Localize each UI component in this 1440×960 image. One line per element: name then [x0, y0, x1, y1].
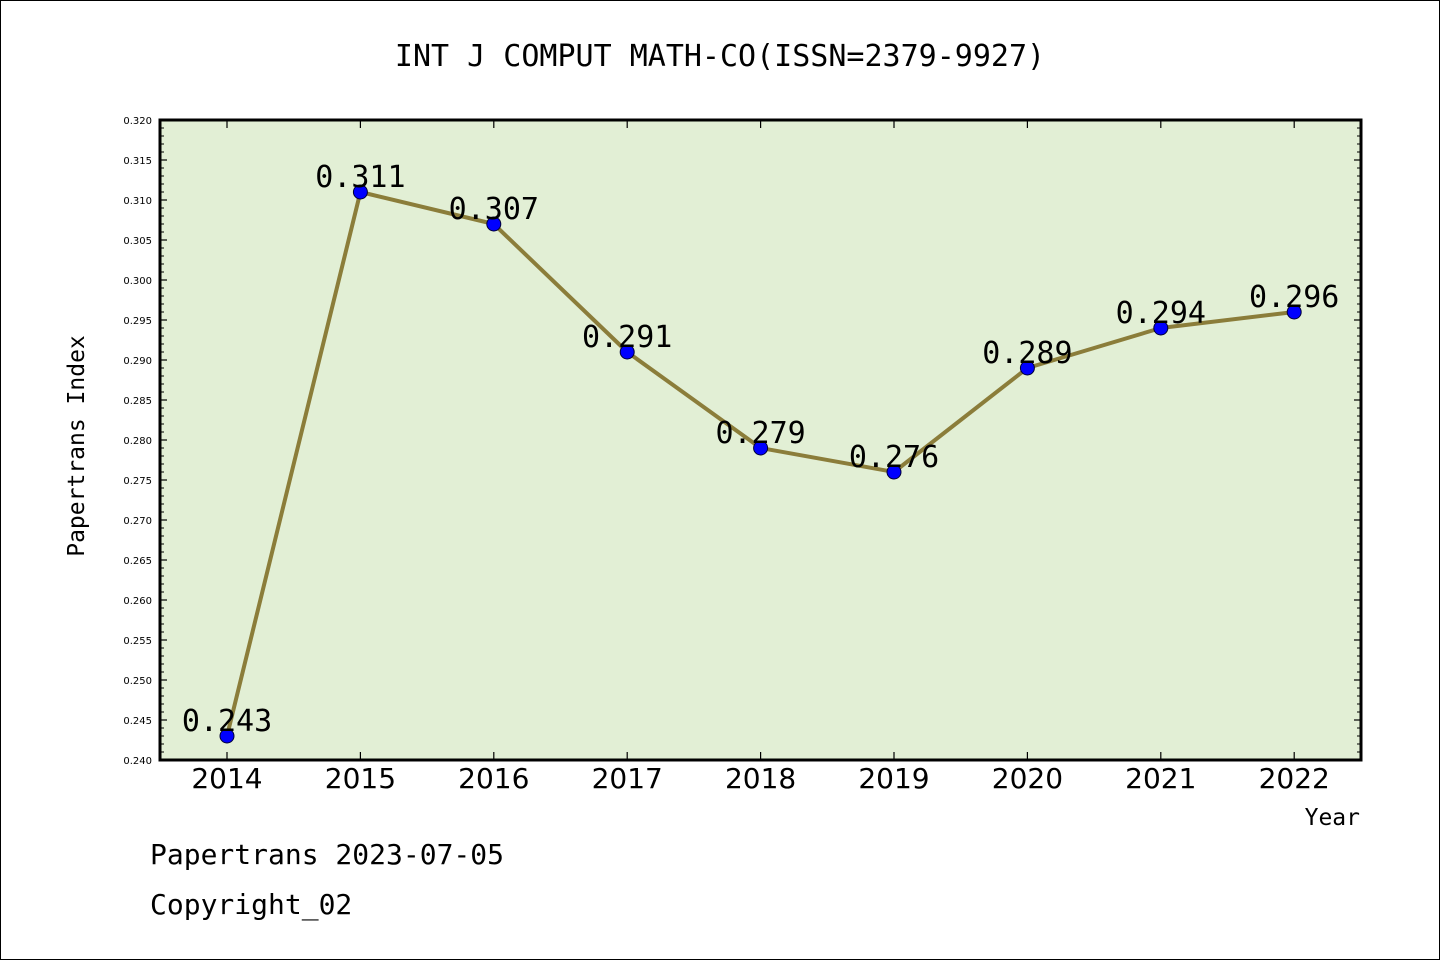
x-tick-label: 2020	[992, 762, 1063, 795]
x-tick-label: 2017	[592, 762, 663, 795]
data-point	[486, 216, 502, 232]
y-tick-label: 0.265	[123, 556, 152, 567]
data-point	[1019, 360, 1035, 376]
y-tick-label: 0.245	[123, 716, 152, 727]
y-tick-label: 0.285	[123, 396, 152, 407]
y-tick-label: 0.275	[123, 476, 152, 487]
data-point	[886, 464, 902, 480]
data-label: 0.243	[182, 704, 272, 739]
y-tick-label: 0.295	[123, 316, 152, 327]
data-label: 0.279	[715, 416, 805, 451]
data-point	[219, 728, 235, 744]
y-tick-label: 0.270	[123, 516, 152, 527]
y-tick-label: 0.300	[123, 276, 152, 287]
data-labels: 0.243 0.311 0.307 0.291 0.279 0.276 0.289 0.294…	[182, 160, 1340, 739]
y-tick-label: 0.260	[123, 596, 152, 607]
x-tick-label: 2015	[325, 762, 396, 795]
data-label: 0.296	[1249, 280, 1339, 315]
x-axis: 2014 2015 2016 2017 2018 2019 2020 2021 2022	[191, 120, 1330, 795]
x-tick-label: 2018	[725, 762, 796, 795]
y-tick-label: 0.315	[123, 156, 152, 167]
y-tick-label: 0.250	[123, 676, 152, 687]
data-label: 0.307	[449, 192, 539, 227]
data-label: 0.311	[315, 160, 405, 195]
y-axis-label: Papertrans Index	[64, 335, 90, 557]
x-tick-label: 2021	[1125, 762, 1196, 795]
plot-border	[158, 118, 1363, 762]
data-label: 0.276	[849, 440, 939, 475]
y-tick-label: 0.290	[123, 356, 152, 367]
footer-date: Papertrans 2023-07-05	[150, 838, 504, 871]
data-label: 0.294	[1116, 296, 1206, 331]
plot-area	[160, 120, 1361, 760]
y-tick-label: 0.320	[123, 116, 152, 127]
y-tick-label: 0.240	[123, 756, 152, 767]
y-tick-label: 0.310	[123, 196, 152, 207]
x-tick-label: 2016	[458, 762, 529, 795]
series-markers	[219, 184, 1302, 744]
data-label: 0.289	[982, 336, 1072, 371]
y-tick-label: 0.255	[123, 636, 152, 647]
x-tick-label: 2014	[191, 762, 262, 795]
y-tick-label: 0.305	[123, 236, 152, 247]
x-tick-label: 2019	[858, 762, 929, 795]
data-point	[352, 184, 368, 200]
data-point	[619, 344, 635, 360]
chart-title: INT J COMPUT MATH-CO(ISSN=2379-9927)	[395, 39, 1045, 74]
x-axis-label: Year	[1305, 805, 1360, 831]
data-point	[1153, 320, 1169, 336]
data-label: 0.291	[582, 320, 672, 355]
footer-copyright: Copyright_02	[150, 888, 352, 922]
y-tick-label: 0.280	[123, 436, 152, 447]
data-point	[753, 440, 769, 456]
data-point	[1286, 304, 1302, 320]
x-tick-label: 2022	[1259, 762, 1330, 795]
